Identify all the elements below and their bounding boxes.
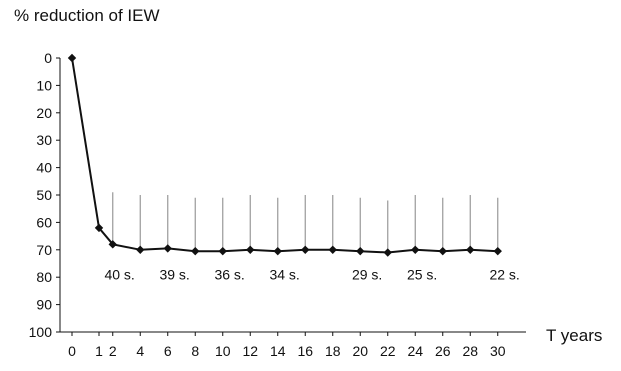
y-tick-label: 90 (36, 297, 52, 313)
x-tick-label: 20 (352, 343, 368, 359)
data-point (466, 245, 475, 254)
annotation-label: 36 s. (214, 266, 244, 282)
y-tick-label: 70 (36, 242, 52, 258)
error-bars (112, 192, 499, 253)
x-tick-label: 4 (136, 343, 144, 359)
x-tick-label: 28 (462, 343, 478, 359)
data-point (163, 244, 172, 253)
data-point (493, 246, 502, 256)
y-tick-label: 40 (36, 160, 52, 176)
data-point (301, 245, 310, 254)
y-tick-label: 30 (36, 132, 52, 148)
data-point (411, 245, 420, 254)
x-tick-label: 30 (490, 343, 506, 359)
annotation-label: 25 s. (407, 266, 437, 282)
series-line (71, 57, 498, 254)
y-tick-label: 20 (36, 105, 52, 121)
series (67, 53, 502, 257)
data-point (438, 246, 447, 256)
x-tick-label: 1 (95, 343, 103, 359)
y-tick-label: 60 (36, 214, 52, 230)
x-tick-label: 14 (270, 343, 286, 359)
x-tick-label: 2 (109, 343, 117, 359)
data-point (136, 245, 145, 254)
x-tick-label: 22 (380, 343, 396, 359)
data-point (108, 240, 117, 249)
data-point (328, 245, 337, 254)
y-tick-label: 80 (36, 269, 52, 285)
x-tick-label: 26 (435, 343, 451, 359)
annotation-label: 34 s. (269, 266, 299, 282)
x-tick-label: 24 (407, 343, 423, 359)
y-axis-title: % reduction of IEW (14, 6, 160, 25)
annotation-label: 39 s. (159, 266, 189, 282)
data-point (383, 248, 392, 257)
x-tick-label: 10 (215, 343, 231, 359)
x-tick-label: 6 (164, 343, 172, 359)
y-tick-label: 100 (29, 324, 53, 340)
y-tick-label: 50 (36, 187, 52, 203)
x-axis-title: T years (546, 326, 603, 345)
annotation-label: 29 s. (352, 266, 382, 282)
data-point (218, 246, 227, 256)
x-tick-label: 16 (297, 343, 313, 359)
annotations: 40 s. 39 s. 36 s. 34 s. 29 s. 25 s. 22 s. (104, 266, 519, 282)
data-point (67, 53, 77, 63)
data-point (246, 245, 255, 254)
data-point (356, 246, 365, 256)
annotation-label: 40 s. (104, 266, 134, 282)
x-tick-label: 0 (68, 343, 76, 359)
y-tick-label: 0 (44, 50, 52, 66)
x-tick-label: 18 (325, 343, 341, 359)
data-point (273, 246, 282, 256)
x-tick-label: 12 (242, 343, 258, 359)
data-point (191, 246, 200, 256)
annotation-label: 22 s. (489, 266, 519, 282)
data-point (94, 223, 104, 233)
y-tick-label: 10 (36, 77, 52, 93)
x-tick-label: 8 (191, 343, 199, 359)
